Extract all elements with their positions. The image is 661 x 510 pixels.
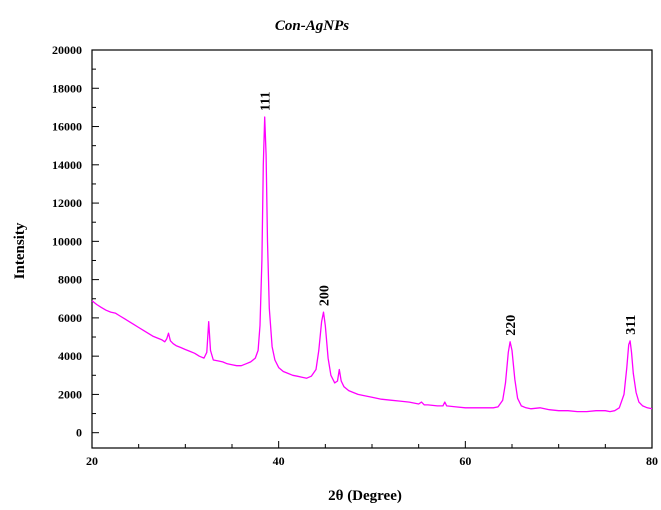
y-tick-label: 0 <box>76 426 82 440</box>
y-tick-label: 14000 <box>52 158 82 172</box>
y-tick-label: 12000 <box>52 196 82 210</box>
peak-labels: 111 200 220 311 <box>259 92 639 336</box>
y-tick-label: 20000 <box>52 43 82 57</box>
peak-label: 200 <box>318 285 333 306</box>
y-tick-label: 10000 <box>52 234 82 248</box>
peak-label: 311 <box>624 315 639 335</box>
xrd-pattern-line <box>91 116 653 413</box>
y-tick-label: 18000 <box>52 81 82 95</box>
x-axis: 20 40 60 80 <box>86 441 658 468</box>
x-tick-label: 60 <box>459 454 471 468</box>
y-tick-label: 6000 <box>58 311 82 325</box>
y-tick-label: 8000 <box>58 273 82 287</box>
plot-frame <box>91 49 653 449</box>
y-tick-label: 4000 <box>58 349 82 363</box>
y-tick-label: 16000 <box>52 120 82 134</box>
peak-label: 111 <box>259 92 274 111</box>
x-tick-label: 20 <box>86 454 98 468</box>
x-tick-label: 80 <box>646 454 658 468</box>
x-tick-label: 40 <box>273 454 285 468</box>
y-tick-label: 2000 <box>58 387 82 401</box>
x-axis-label: 2θ (Degree) <box>328 488 402 504</box>
y-axis: 0 2000 4000 6000 8000 10000 12000 14000 16000 180… <box>52 43 99 440</box>
y-axis-label: Intensity <box>12 222 28 279</box>
chart-title: Con-AgNPs <box>275 18 349 34</box>
peak-label: 220 <box>504 315 519 336</box>
